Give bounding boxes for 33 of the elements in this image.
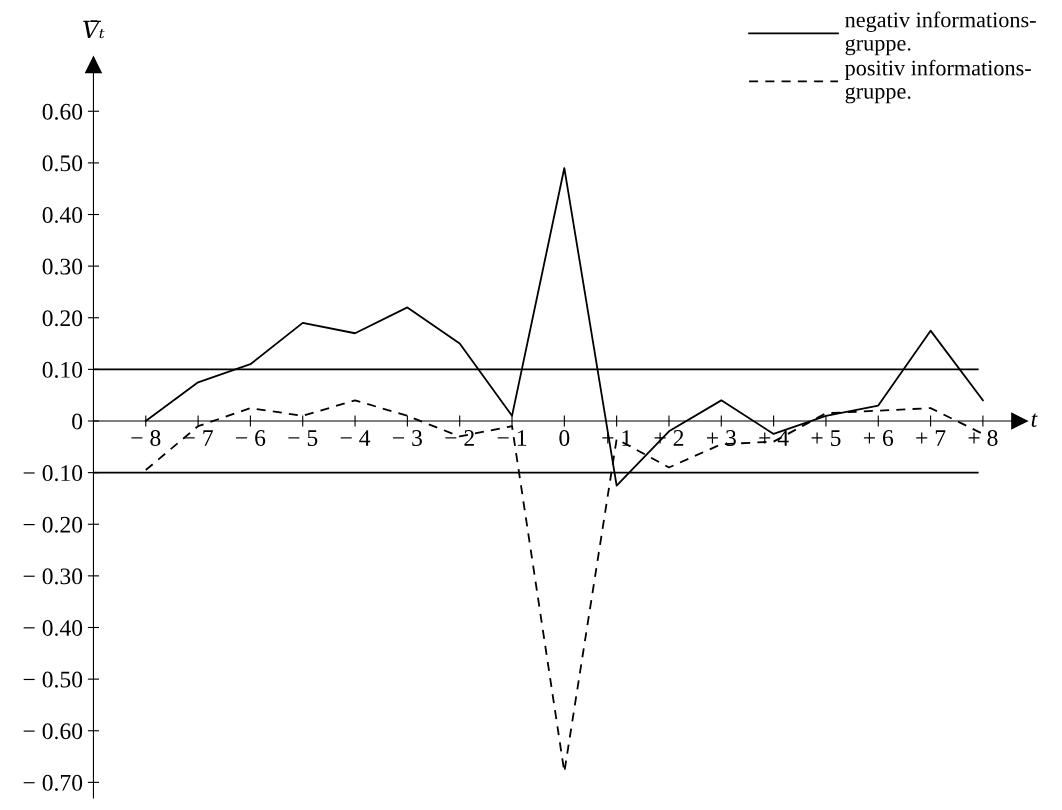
y-tick-label: 0.50 — [42, 155, 83, 172]
x-tick-label: − 1 — [497, 430, 527, 446]
x-tick-label: − 6 — [236, 430, 266, 446]
x-tick-label: − 7 — [183, 430, 213, 446]
y-tick-label: − 0.50 — [23, 671, 83, 688]
x-tick-label: − 5 — [288, 430, 318, 446]
y-tick-label: − 0.30 — [23, 568, 83, 585]
y-axis-title: V̄ₜ — [83, 20, 105, 39]
x-tick-label: − 8 — [131, 430, 161, 446]
x-tick-label: + 4 — [759, 430, 789, 446]
x-tick-label: + 6 — [863, 430, 894, 446]
y-tick-label: 0.60 — [42, 103, 83, 120]
x-tick-label: − 3 — [393, 430, 422, 446]
x-tick-label: + 7 — [916, 430, 946, 446]
x-tick-label: + 3 — [706, 430, 736, 446]
x-tick-label: + 8 — [968, 430, 998, 446]
legend-label: positiv informations- gruppe. — [844, 59, 1031, 104]
legend-label: negativ informations- gruppe. — [845, 11, 1036, 56]
x-tick-label: 0 — [559, 430, 570, 446]
y-tick-label: − 0.20 — [23, 516, 83, 533]
x-tick-label: − 2 — [445, 430, 474, 446]
y-tick-label: 0.20 — [42, 310, 83, 327]
y-tick-label: − 0.40 — [23, 619, 83, 637]
x-tick-label: + 5 — [811, 430, 841, 446]
y-tick-label: 0.40 — [42, 207, 83, 224]
y-tick-label: 0 — [72, 413, 83, 430]
y-tick-label: 0.30 — [42, 258, 83, 275]
y-tick-label: − 0.10 — [23, 465, 83, 482]
x-tick-label: − 4 — [340, 430, 371, 446]
y-tick-label: − 0.60 — [23, 723, 83, 740]
y-tick-label: − 0.70 — [23, 774, 83, 791]
x-axis-title: t — [1031, 413, 1038, 427]
y-tick-label: 0.10 — [42, 361, 83, 378]
